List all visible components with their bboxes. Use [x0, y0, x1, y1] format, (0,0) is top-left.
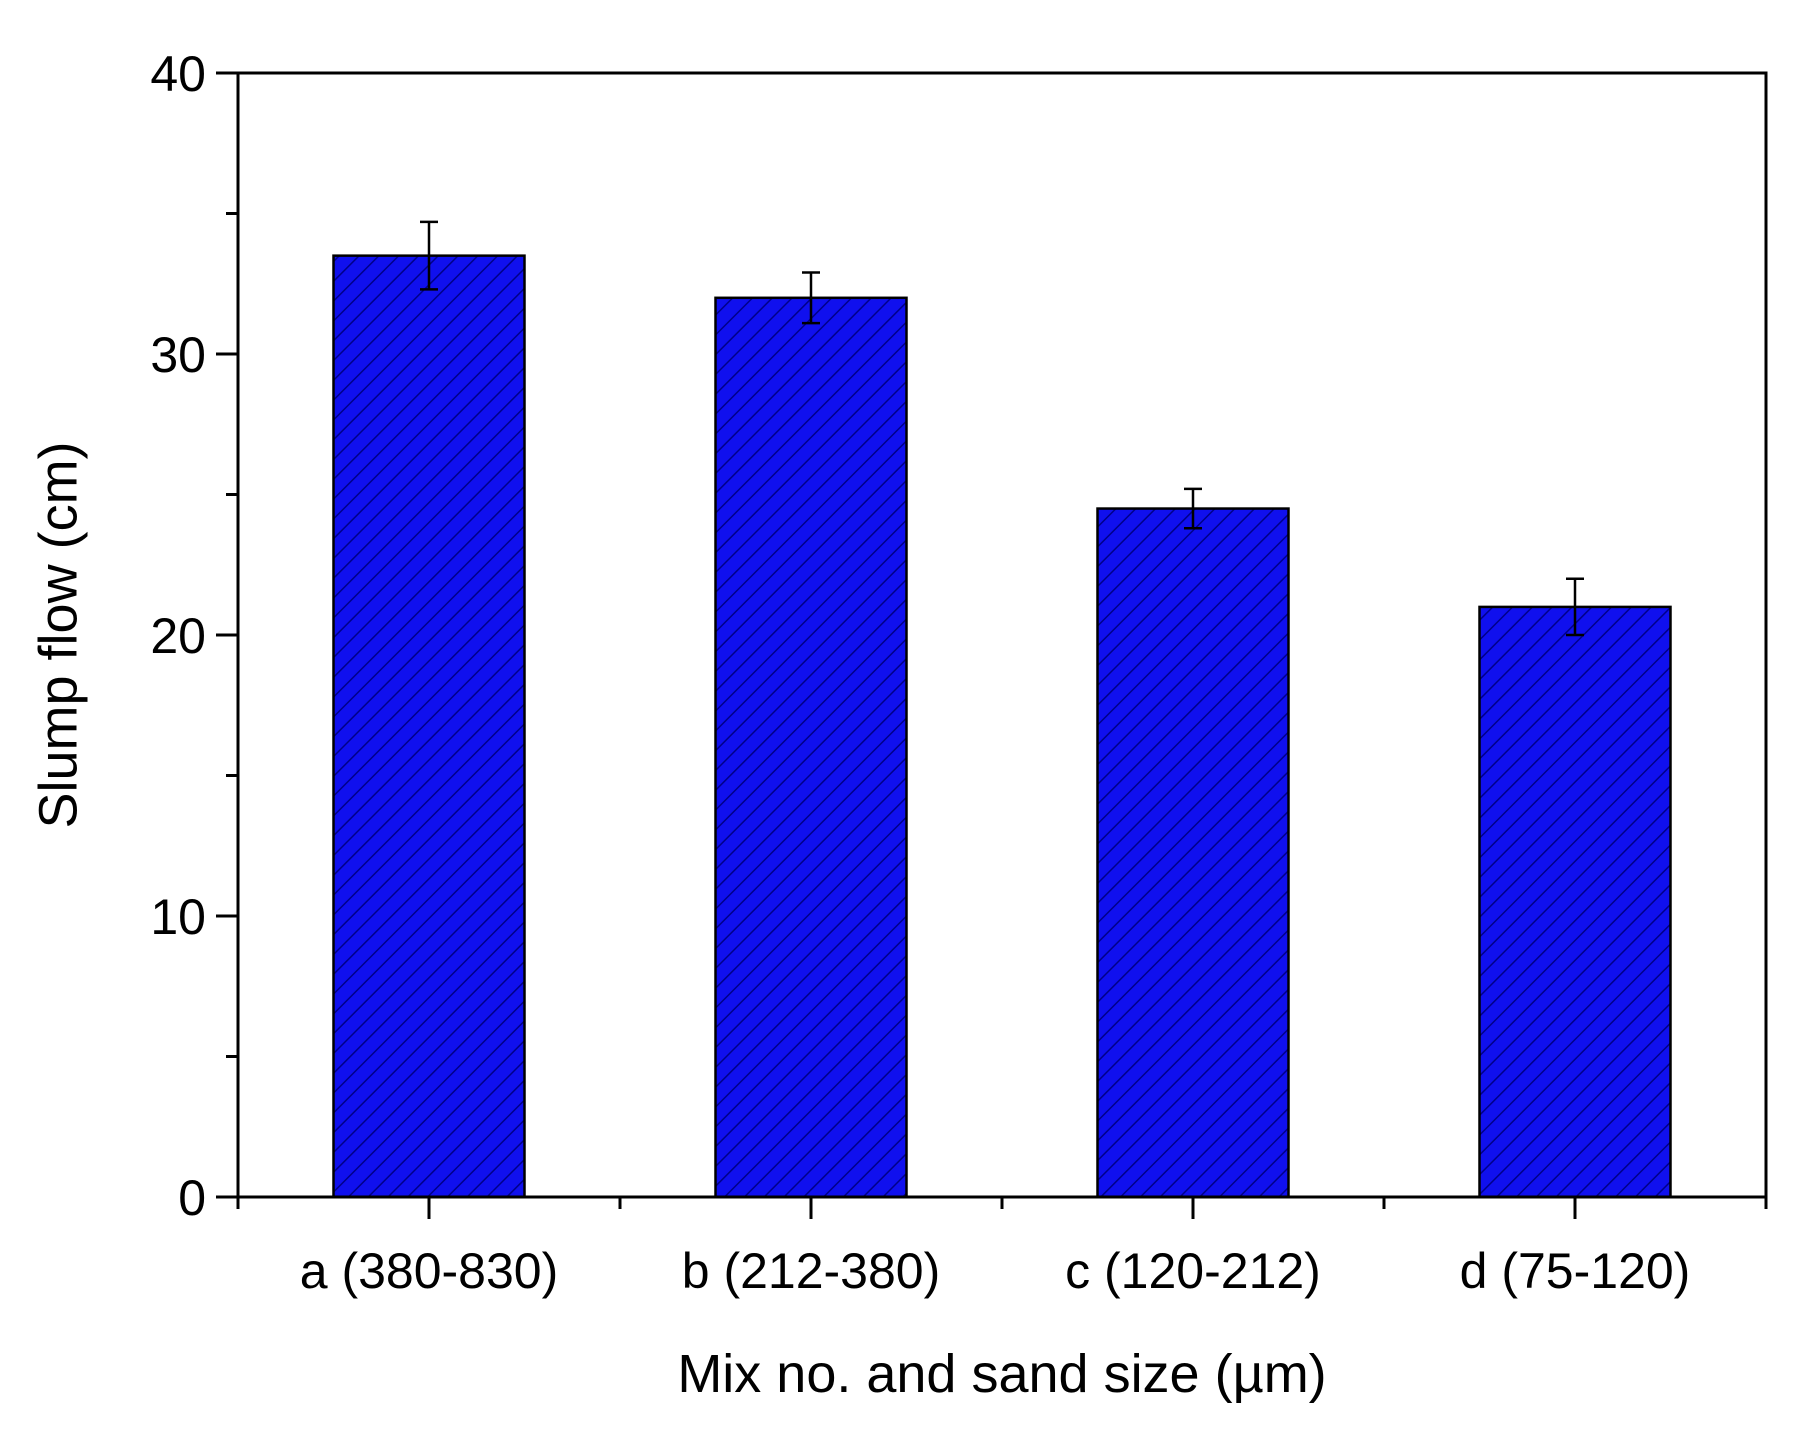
- x-tick-label-1: b (212-380): [682, 1243, 941, 1299]
- x-tick-label-2: c (120-212): [1065, 1243, 1321, 1299]
- y-tick-label-1: 10: [150, 889, 206, 945]
- bar-3: [1478, 605, 1672, 1199]
- y-axis-title: Slump flow (cm): [28, 441, 88, 828]
- labels-layer: Slump flow (cm) Mix no. and sand size (µ…: [28, 441, 1690, 1404]
- y-tick-label-4: 40: [150, 46, 206, 102]
- y-tick-label-0: 0: [178, 1170, 206, 1226]
- axes-layer: 0 10 20 30 40: [150, 46, 1768, 1226]
- x-tick-label-3: d (75-120): [1460, 1243, 1691, 1299]
- error-bars-layer: [420, 220, 1584, 637]
- y-tick-label-2: 20: [150, 608, 206, 664]
- y-tick-label-3: 30: [150, 327, 206, 383]
- bar-2: [1096, 507, 1290, 1199]
- bar-0: [332, 254, 526, 1199]
- bars-layer: [332, 254, 1672, 1199]
- x-axis-title: Mix no. and sand size (µm): [677, 1344, 1326, 1404]
- x-tick-label-0: a (380-830): [300, 1243, 559, 1299]
- bar-1: [714, 296, 908, 1199]
